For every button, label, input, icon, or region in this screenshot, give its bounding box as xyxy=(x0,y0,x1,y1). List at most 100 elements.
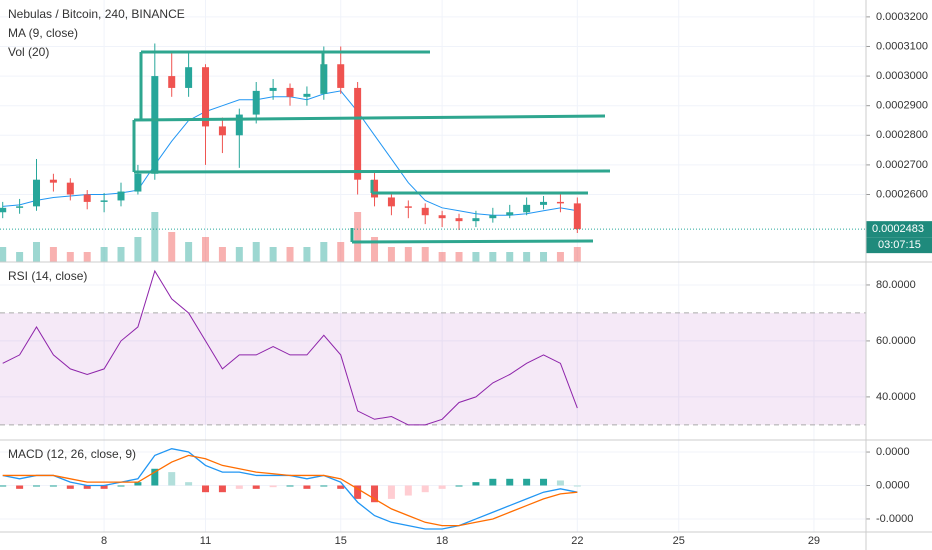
histogram-bar xyxy=(489,478,497,486)
histogram-bar xyxy=(540,478,548,486)
volume-bar xyxy=(117,247,125,262)
volume-bar xyxy=(218,247,226,262)
candle-body xyxy=(235,114,243,136)
x-tick-label: 8 xyxy=(101,535,107,547)
y-tick-label: 0.0002700 xyxy=(876,159,928,171)
volume-bar xyxy=(66,252,74,262)
macd-title: MACD (12, 26, close, 9) xyxy=(8,447,136,461)
volume-bar xyxy=(269,247,277,262)
volume-bar xyxy=(421,247,429,262)
histogram-bar xyxy=(185,482,193,486)
y-tick-label: 40.0000 xyxy=(876,391,916,403)
histogram-bar xyxy=(371,485,379,503)
volume-bar xyxy=(489,252,497,262)
x-tick-label: 11 xyxy=(200,535,211,547)
trend-lines xyxy=(132,50,611,244)
last-price-label: 0.0002483 xyxy=(872,223,924,235)
histogram-bar xyxy=(134,482,142,486)
volume-bar xyxy=(235,247,243,262)
histogram-bar xyxy=(49,485,57,487)
countdown-label: 03:07:15 xyxy=(878,239,921,251)
volume-bar xyxy=(556,252,564,262)
histogram-bar xyxy=(252,485,260,489)
volume-bar xyxy=(168,232,176,262)
y-tick-label: 0.0003100 xyxy=(876,40,928,52)
symbol-title: Nebulas / Bitcoin, 240, BINANCE xyxy=(8,7,185,21)
histogram-bar xyxy=(556,480,564,486)
volume-bar xyxy=(573,247,581,262)
candle-body xyxy=(134,173,142,192)
x-tick-label: 29 xyxy=(808,535,820,547)
y-tick-label: 0.0000 xyxy=(876,446,910,458)
candle-body xyxy=(0,207,7,213)
volume-bar xyxy=(252,242,260,262)
volume-bar xyxy=(83,252,91,262)
y-tick-label: 60.0000 xyxy=(876,335,916,347)
volume-bar xyxy=(16,252,24,262)
histogram-bar xyxy=(573,485,581,487)
candle-body xyxy=(33,179,41,207)
histogram-bar xyxy=(387,485,395,499)
volume-bar xyxy=(354,212,362,262)
x-tick-label: 25 xyxy=(673,535,685,547)
volume-bar xyxy=(49,247,57,262)
histogram-bar xyxy=(218,485,226,493)
volume-bar xyxy=(0,247,7,262)
histogram-bar xyxy=(523,478,531,486)
volume-bar xyxy=(286,247,294,262)
histogram-bar xyxy=(286,485,294,487)
candle-body xyxy=(151,76,159,174)
volume-bar xyxy=(303,247,311,262)
histogram-bar xyxy=(235,485,243,489)
histogram-bar xyxy=(421,485,429,493)
candle-body xyxy=(489,215,497,219)
candle-body xyxy=(455,218,463,222)
histogram-bar xyxy=(16,485,24,489)
volume-bar xyxy=(472,252,480,262)
volume-bar xyxy=(202,237,210,262)
candle-body xyxy=(404,206,412,208)
histogram-bar xyxy=(269,485,277,488)
volume-bar xyxy=(523,252,531,262)
y-tick-label: -0.0000 xyxy=(876,513,913,525)
volume-bar xyxy=(506,252,514,262)
macd-line xyxy=(2,454,578,527)
histogram-bar xyxy=(83,485,91,489)
histogram-bar xyxy=(337,485,345,489)
volume-bar xyxy=(320,242,328,262)
candle-body xyxy=(83,194,91,202)
volume-bar xyxy=(540,252,548,262)
histogram-bar xyxy=(117,485,125,487)
candle-body xyxy=(387,197,395,207)
candle-body xyxy=(354,87,362,180)
histogram-bar xyxy=(168,472,176,486)
histogram-bar xyxy=(438,485,446,489)
candle-body xyxy=(100,200,108,202)
y-tick-label: 0.0003000 xyxy=(876,70,928,82)
y-tick-label: 0.0000 xyxy=(876,479,910,491)
volume-bar xyxy=(134,237,142,262)
candle-body xyxy=(523,204,531,213)
volume-bar xyxy=(33,242,41,262)
volume-bar xyxy=(185,242,193,262)
candle-body xyxy=(303,93,311,97)
candle-body xyxy=(16,206,24,208)
volume-bar xyxy=(100,247,108,262)
volume-bar xyxy=(404,247,412,262)
volume-bar xyxy=(387,247,395,262)
x-tick-label: 15 xyxy=(335,535,347,547)
candle-body xyxy=(49,179,57,183)
histogram-bar xyxy=(202,485,210,493)
rsi-band xyxy=(0,312,866,425)
histogram-bar xyxy=(455,485,463,487)
candle-body xyxy=(540,201,548,205)
histogram-bar xyxy=(100,485,108,489)
histogram-bar xyxy=(404,485,412,496)
candle-body xyxy=(218,126,226,136)
candle-body xyxy=(506,212,514,216)
histogram-bar xyxy=(472,482,480,486)
trend-line xyxy=(351,239,594,244)
candle-body xyxy=(66,182,74,195)
histogram-bar xyxy=(0,485,7,487)
candle-body xyxy=(472,218,480,222)
